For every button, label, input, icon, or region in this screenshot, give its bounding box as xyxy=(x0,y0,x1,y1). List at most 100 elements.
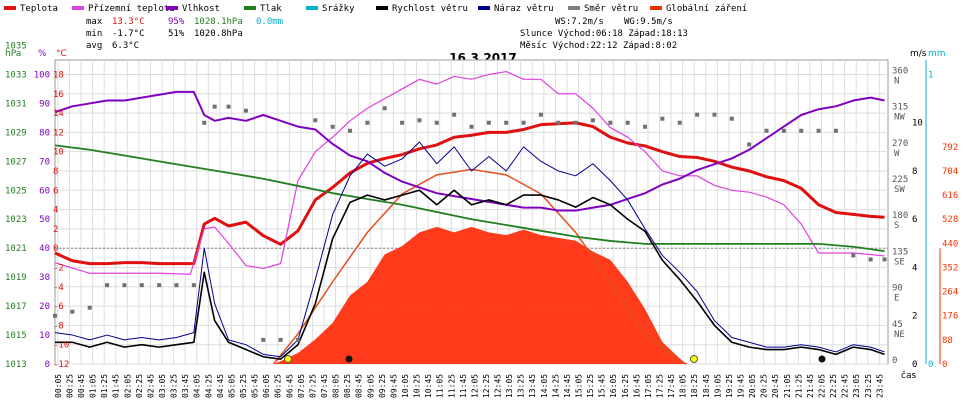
tick-x-28: 09:25 xyxy=(378,374,387,398)
series-line-3 xyxy=(54,144,885,252)
tick-x-7: 02:25 xyxy=(135,374,144,398)
tick-temp-5: -2 xyxy=(53,263,64,273)
wind-dir-point-0 xyxy=(53,313,57,318)
tick-dir-card-7: NW xyxy=(894,113,905,123)
tick-x-39: 13:05 xyxy=(505,374,514,398)
tick-x-38: 12:45 xyxy=(494,374,503,398)
tick-x-32: 10:45 xyxy=(424,374,433,398)
tick-wm2-3: 264 xyxy=(942,288,958,298)
legend-label-3: Tlak xyxy=(260,4,282,14)
tick-x-71: 23:45 xyxy=(875,374,884,398)
tick-mm-0: 0 xyxy=(928,360,933,370)
wind-dir-point-1 xyxy=(70,309,75,314)
tick-x-19: 06:25 xyxy=(274,374,283,398)
tick-pct-1: 10 xyxy=(39,331,50,341)
wind-dir-point-41 xyxy=(747,142,752,147)
tick-x-20: 06:45 xyxy=(285,374,294,398)
tick-temp-8: 4 xyxy=(53,206,58,216)
series-line-5 xyxy=(54,141,885,358)
tick-pct-10: 100 xyxy=(34,70,50,80)
tick-x-21: 07:05 xyxy=(297,374,306,398)
legend-swatch-2 xyxy=(166,6,178,10)
line-series xyxy=(54,70,885,360)
stats-avg-temp: 6.3°C xyxy=(112,41,139,51)
wind-dir-point-42 xyxy=(764,128,769,133)
legend: Teplota Přízemní teplota Vlhkost Tlak Srážky… xyxy=(4,4,747,14)
tick-x-24: 08:05 xyxy=(332,374,341,398)
wind-dir-point-13 xyxy=(261,337,266,342)
tick-hpa-9: 1031 xyxy=(5,99,27,109)
tick-temp-15: 18 xyxy=(53,70,64,80)
tick-x-65: 21:45 xyxy=(806,374,815,398)
tick-dir-card-5: SW xyxy=(894,185,905,195)
tick-temp-2: -8 xyxy=(53,321,64,331)
series-line-1 xyxy=(54,70,885,275)
wind-direction-points xyxy=(53,104,887,342)
legend-swatch-5 xyxy=(376,6,388,10)
legend-label-2: Vlhkost xyxy=(182,4,220,14)
tick-ms-0: 0 xyxy=(912,360,917,370)
unit-mm: mm xyxy=(928,49,946,59)
wind-dir-point-5 xyxy=(139,283,144,288)
tick-hpa-6: 1025 xyxy=(5,186,27,196)
tick-pct-0: 0 xyxy=(45,360,50,370)
tick-x-18: 06:05 xyxy=(262,374,271,398)
wind-dir-point-10 xyxy=(212,104,217,109)
tick-temp-11: 10 xyxy=(53,148,64,158)
unit-degc: °C xyxy=(56,49,67,59)
info-ws: WS:7.2m/s xyxy=(555,17,604,27)
tick-x-3: 01:05 xyxy=(89,374,98,398)
tick-hpa-5: 1023 xyxy=(5,215,27,225)
tick-x-16: 05:25 xyxy=(239,374,248,398)
tick-x-51: 17:05 xyxy=(644,374,653,398)
axes: 1013101510171019102110231025102710291031… xyxy=(5,42,958,398)
stats-max-hum: 95% xyxy=(168,17,185,27)
tick-x-34: 11:25 xyxy=(447,374,456,398)
tick-x-36: 12:05 xyxy=(470,374,479,398)
tick-x-56: 18:45 xyxy=(702,374,711,398)
wind-dir-point-23 xyxy=(434,120,439,125)
tick-dir-8: 360 xyxy=(892,66,908,76)
tick-temp-10: 8 xyxy=(53,167,58,177)
wind-dir-point-19 xyxy=(365,120,370,125)
tick-x-59: 19:45 xyxy=(736,374,745,398)
stats-min-label: min xyxy=(86,29,102,39)
moonset-marker-icon xyxy=(345,355,353,363)
wind-dir-point-11 xyxy=(226,104,231,109)
wind-dir-point-38 xyxy=(695,112,700,117)
tick-x-2: 00:45 xyxy=(77,374,86,398)
stats-max-press: 1028.1hPa xyxy=(194,17,243,27)
tick-x-45: 15:05 xyxy=(575,374,584,398)
tick-x-5: 01:45 xyxy=(112,374,121,398)
legend-label-1: Přízemní teplota xyxy=(88,4,175,14)
wind-dir-point-47 xyxy=(851,253,856,258)
legend-label-4: Srážky xyxy=(322,4,355,14)
stats-block: max 13.3°C 95% 1028.1hPa 0.0mm min -1.7°… xyxy=(86,17,283,51)
tick-x-37: 12:25 xyxy=(482,374,491,398)
tick-dir-5: 225 xyxy=(892,175,908,185)
tick-x-8: 02:45 xyxy=(146,374,155,398)
tick-ms-5: 10 xyxy=(912,119,923,129)
tick-wm2-2: 176 xyxy=(942,312,958,322)
stats-max-rain: 0.0mm xyxy=(256,17,283,27)
tick-x-47: 15:45 xyxy=(598,374,607,398)
tick-x-15: 05:05 xyxy=(227,374,236,398)
tick-x-69: 23:05 xyxy=(852,374,861,398)
tick-x-62: 20:45 xyxy=(771,374,780,398)
tick-wm2-9: 792 xyxy=(942,143,958,153)
tick-hpa-1: 1015 xyxy=(5,331,27,341)
wind-dir-point-18 xyxy=(348,128,353,133)
tick-temp-7: 2 xyxy=(53,225,58,235)
sun-moon-markers xyxy=(284,355,826,363)
theoretical-radiation-line xyxy=(273,168,687,365)
tick-x-44: 14:45 xyxy=(563,374,572,398)
wind-dir-point-39 xyxy=(712,112,717,117)
wind-dir-point-34 xyxy=(625,120,630,125)
tick-dir-card-2: E xyxy=(894,294,899,304)
tick-hpa-7: 1027 xyxy=(5,157,27,167)
wind-dir-point-43 xyxy=(781,128,786,133)
wind-dir-point-14 xyxy=(278,337,283,342)
tick-dir-3: 135 xyxy=(892,247,908,257)
tick-temp-12: 12 xyxy=(53,128,64,138)
wind-dir-point-20 xyxy=(382,106,387,111)
